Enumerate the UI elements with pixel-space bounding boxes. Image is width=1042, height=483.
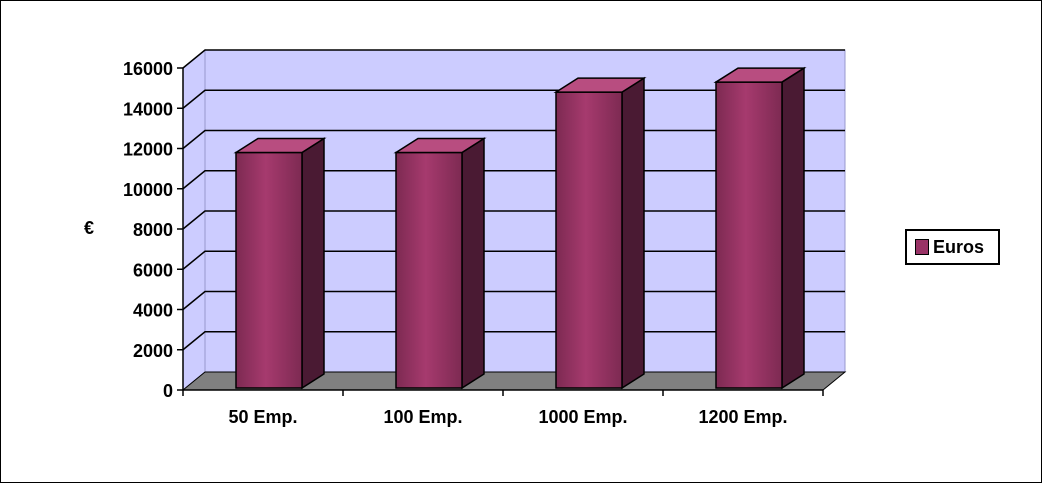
bar-top bbox=[233, 137, 327, 154]
bar bbox=[713, 66, 807, 390]
x-tick-label: 1200 Emp. bbox=[698, 407, 787, 427]
y-tick-label: 8000 bbox=[133, 220, 173, 240]
y-tick-label: 2000 bbox=[133, 341, 173, 361]
bar-side bbox=[621, 76, 645, 390]
y-axis-title: € bbox=[84, 218, 94, 238]
y-tick-labels: 0 2000 4000 6000 8000 10000 12000 14000 16000 bbox=[123, 59, 173, 401]
bar-front bbox=[395, 151, 463, 389]
bars bbox=[233, 66, 807, 390]
gridline bbox=[182, 49, 845, 69]
legend-label-euros: Euros bbox=[933, 236, 985, 257]
bar-top bbox=[553, 77, 647, 93]
bar-side bbox=[301, 137, 325, 390]
bar bbox=[393, 137, 487, 390]
bar bbox=[233, 137, 327, 390]
legend: Euros bbox=[905, 229, 1000, 265]
x-tick-label: 50 Emp. bbox=[228, 407, 297, 427]
bar-top bbox=[393, 137, 487, 154]
bar-front bbox=[715, 81, 783, 389]
y-tick-label: 16000 bbox=[123, 59, 173, 79]
y-tick-label: 6000 bbox=[133, 260, 173, 280]
y-tick-label: 14000 bbox=[123, 99, 173, 119]
y-tick-label: 0 bbox=[163, 381, 173, 401]
bar-side bbox=[461, 137, 485, 390]
legend-swatch bbox=[915, 239, 929, 255]
axes bbox=[177, 67, 824, 396]
bar-side bbox=[781, 66, 805, 390]
bar-front bbox=[555, 91, 623, 389]
x-tick-labels: 50 Emp. 100 Emp. 1000 Emp. 1200 Emp. bbox=[228, 407, 787, 427]
x-tick-label: 1000 Emp. bbox=[538, 407, 627, 427]
bar bbox=[553, 76, 647, 390]
x-tick-label: 100 Emp. bbox=[383, 407, 462, 427]
y-tick-label: 4000 bbox=[133, 301, 173, 321]
y-tick-label: 12000 bbox=[123, 140, 173, 160]
bar-front bbox=[235, 151, 303, 389]
y-tick-label: 10000 bbox=[123, 180, 173, 200]
bar-top bbox=[713, 67, 807, 83]
